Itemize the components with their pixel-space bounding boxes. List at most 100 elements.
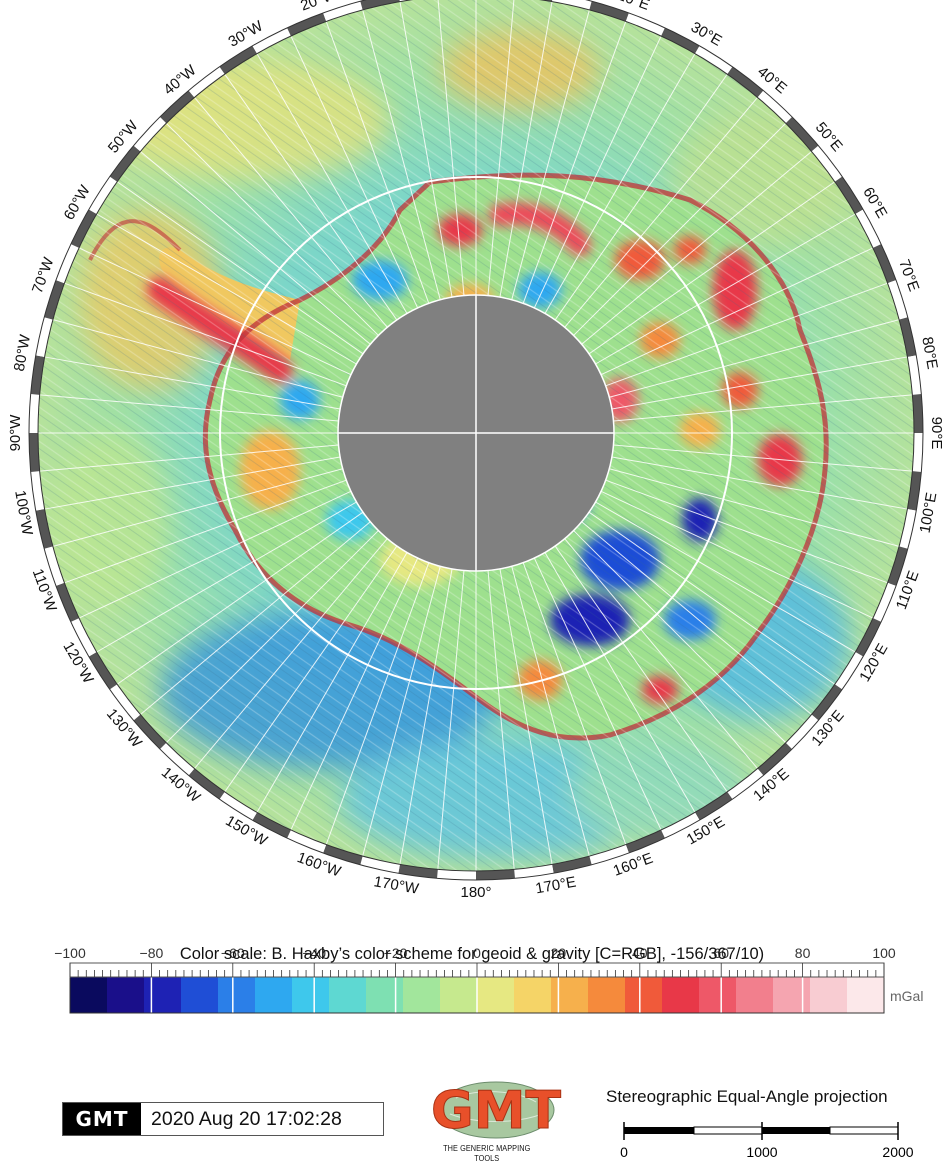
colorbar-swatch — [736, 977, 774, 1013]
frame-segment — [44, 280, 65, 320]
gmt-logo: GMT — [431, 1081, 562, 1142]
meridian-line — [499, 568, 553, 865]
frame-segment — [252, 27, 291, 54]
meridian-line — [613, 394, 913, 422]
frame-segment — [855, 209, 882, 248]
meridian-line — [611, 356, 908, 410]
frame-segment — [887, 280, 908, 320]
frame-segment — [899, 317, 917, 357]
meridian-line — [573, 530, 787, 744]
lon-label: 80°E — [918, 335, 940, 370]
meridian-line — [437, 0, 465, 296]
meridian-line — [116, 511, 364, 685]
frame-segment — [899, 509, 917, 549]
lon-label: 80°W — [11, 333, 34, 373]
meridian-line — [564, 538, 758, 769]
frame-segment — [834, 652, 864, 690]
colorbar-tick-label: −20 — [384, 945, 408, 961]
frame-segment — [695, 45, 733, 75]
frame-segment — [133, 714, 167, 750]
colorbar-swatch — [144, 977, 182, 1013]
meridian-line — [64, 479, 347, 584]
lon-label: 170°W — [372, 873, 420, 898]
meridian-line — [290, 35, 419, 309]
gmt-timestamp: GMT 2020 Aug 20 17:02:28 — [62, 1102, 384, 1136]
lon-label: 100°E — [917, 491, 941, 534]
frame-segment — [625, 12, 665, 37]
meridian-line — [165, 122, 379, 336]
lon-label: 180° — [460, 884, 491, 901]
frame-segment — [887, 546, 908, 586]
meridian-line — [194, 538, 388, 769]
colorbar-title: Color scale: B. Haxby’s color scheme for… — [179, 945, 765, 963]
meridian-line — [44, 356, 341, 410]
frame-segment — [159, 90, 195, 124]
colorbar-swatch — [699, 977, 737, 1013]
colorbar-tick-label: 80 — [795, 945, 811, 961]
meridian-line — [487, 570, 515, 870]
meridian-line — [44, 456, 341, 510]
frame-segment — [552, 0, 592, 10]
frame-segment — [219, 45, 257, 75]
colorbar-swatch — [292, 977, 330, 1013]
meridian-line — [399, 568, 453, 865]
meridian-line — [165, 530, 379, 744]
colorbar-swatch — [514, 977, 552, 1013]
meridian-line — [613, 444, 913, 472]
frame-segment — [855, 618, 882, 657]
meridian-line — [325, 21, 430, 304]
colorbar-swatch — [403, 977, 441, 1013]
frame-segment — [811, 684, 843, 721]
meridian-line — [116, 181, 364, 355]
meridian-line — [437, 570, 465, 870]
frame-segment — [811, 145, 843, 182]
meridian-line — [140, 521, 371, 715]
frame-segment — [70, 618, 97, 657]
meridian-line — [581, 521, 812, 715]
colorbar-swatch — [218, 977, 256, 1013]
meridian-line — [511, 566, 590, 857]
meridian-line — [595, 213, 856, 365]
colorbar-swatch — [477, 977, 515, 1013]
frame-segment — [834, 176, 864, 214]
timestamp-text: 2020 Aug 20 17:02:28 — [151, 1107, 342, 1130]
map-frame — [28, 0, 924, 881]
frame-segment — [188, 768, 225, 800]
meridian-line — [611, 456, 908, 510]
meridian-line — [609, 319, 900, 398]
colorbar-swatch — [70, 977, 108, 1013]
colorbar-swatch — [366, 977, 404, 1013]
meridian-line — [487, 0, 515, 296]
lon-label: 100°W — [11, 489, 36, 537]
meridian-line — [533, 35, 662, 309]
colorbar-swatch — [773, 977, 811, 1013]
frame-segment — [323, 844, 363, 865]
colorbar-swatch — [440, 977, 478, 1013]
frame-segment — [219, 791, 257, 821]
meridian-line — [544, 552, 696, 813]
meridian-line — [581, 151, 812, 345]
gmt-logo-text: GMT — [431, 1081, 561, 1141]
meridian-line — [256, 53, 408, 314]
colorbar-swatch — [107, 977, 145, 1013]
colorbar-tick-label: −100 — [54, 945, 86, 961]
frame-segment — [695, 791, 733, 821]
meridian-line — [522, 21, 627, 304]
projection-label: Stereographic Equal-Angle projection — [606, 1087, 888, 1106]
frame-segment — [323, 1, 363, 22]
gmt-stamp-logo: GMT — [63, 1103, 141, 1135]
scale-bar: 0 1000 2000 — [620, 1122, 914, 1160]
colorbar-swatch — [181, 977, 219, 1013]
colorbar-swatch — [588, 977, 626, 1013]
frame-segment — [35, 509, 53, 549]
meridian-line — [533, 557, 662, 831]
colorbar-tick-label: 100 — [872, 945, 896, 961]
meridian-line — [588, 181, 836, 355]
frame-segment — [872, 244, 897, 284]
meridian-line — [399, 1, 453, 298]
meridian-line — [256, 552, 408, 813]
meridian-line — [64, 282, 347, 387]
colorbar-unit: mGal — [890, 988, 923, 1004]
frame-segment — [785, 116, 819, 152]
